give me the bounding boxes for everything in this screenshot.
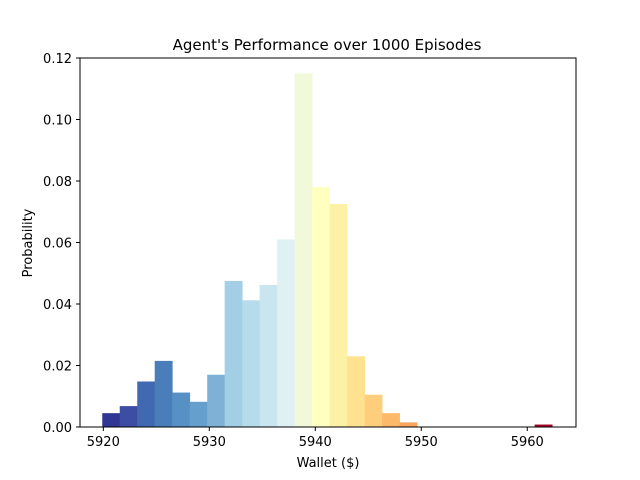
histogram-bar-11 bbox=[294, 73, 313, 427]
histogram-bar-1 bbox=[119, 406, 138, 427]
histogram-bar-5 bbox=[189, 401, 208, 427]
y-tick-label: 0.12 bbox=[43, 52, 72, 67]
histogram-bar-0 bbox=[102, 413, 121, 427]
x-axis-ticks: 5920 5930 5940 5950 5960 bbox=[87, 427, 544, 450]
y-tick-label: 0.00 bbox=[43, 421, 72, 436]
y-tick-label: 0.06 bbox=[43, 237, 72, 252]
histogram-bar-13 bbox=[329, 204, 348, 427]
histogram-bar-17 bbox=[399, 422, 418, 427]
histogram-bar-10 bbox=[277, 239, 296, 427]
histogram-bar-15 bbox=[364, 394, 383, 427]
x-tick-label: 5960 bbox=[511, 435, 544, 450]
histogram-bar-8 bbox=[242, 300, 261, 427]
histogram-bar-3 bbox=[154, 360, 173, 427]
x-tick-label: 5930 bbox=[193, 435, 226, 450]
histogram-bar-6 bbox=[207, 374, 226, 427]
histogram-bar-16 bbox=[382, 413, 400, 427]
y-tick-label: 0.08 bbox=[43, 175, 72, 190]
bars-group bbox=[102, 73, 553, 427]
chart-title: Agent's Performance over 1000 Episodes bbox=[173, 36, 482, 54]
histogram-bar-2 bbox=[137, 381, 156, 427]
histogram-bar-7 bbox=[224, 280, 243, 427]
histogram-bar-4 bbox=[172, 392, 191, 427]
y-tick-label: 0.04 bbox=[43, 298, 72, 313]
histogram-bar-14 bbox=[347, 356, 365, 427]
y-tick-label: 0.10 bbox=[43, 114, 72, 129]
y-axis-label: Probability bbox=[21, 208, 36, 277]
histogram-bar-9 bbox=[259, 284, 278, 427]
y-axis-ticks: 0.00 0.02 0.04 0.06 0.08 0.10 0.12 bbox=[43, 52, 80, 436]
histogram-bar-18 bbox=[534, 424, 553, 427]
x-tick-label: 5920 bbox=[87, 435, 120, 450]
y-tick-label: 0.02 bbox=[43, 360, 72, 375]
x-axis-label: Wallet ($) bbox=[297, 456, 360, 471]
x-tick-label: 5950 bbox=[405, 435, 438, 450]
x-tick-label: 5940 bbox=[299, 435, 332, 450]
histogram-bar-12 bbox=[312, 187, 330, 427]
